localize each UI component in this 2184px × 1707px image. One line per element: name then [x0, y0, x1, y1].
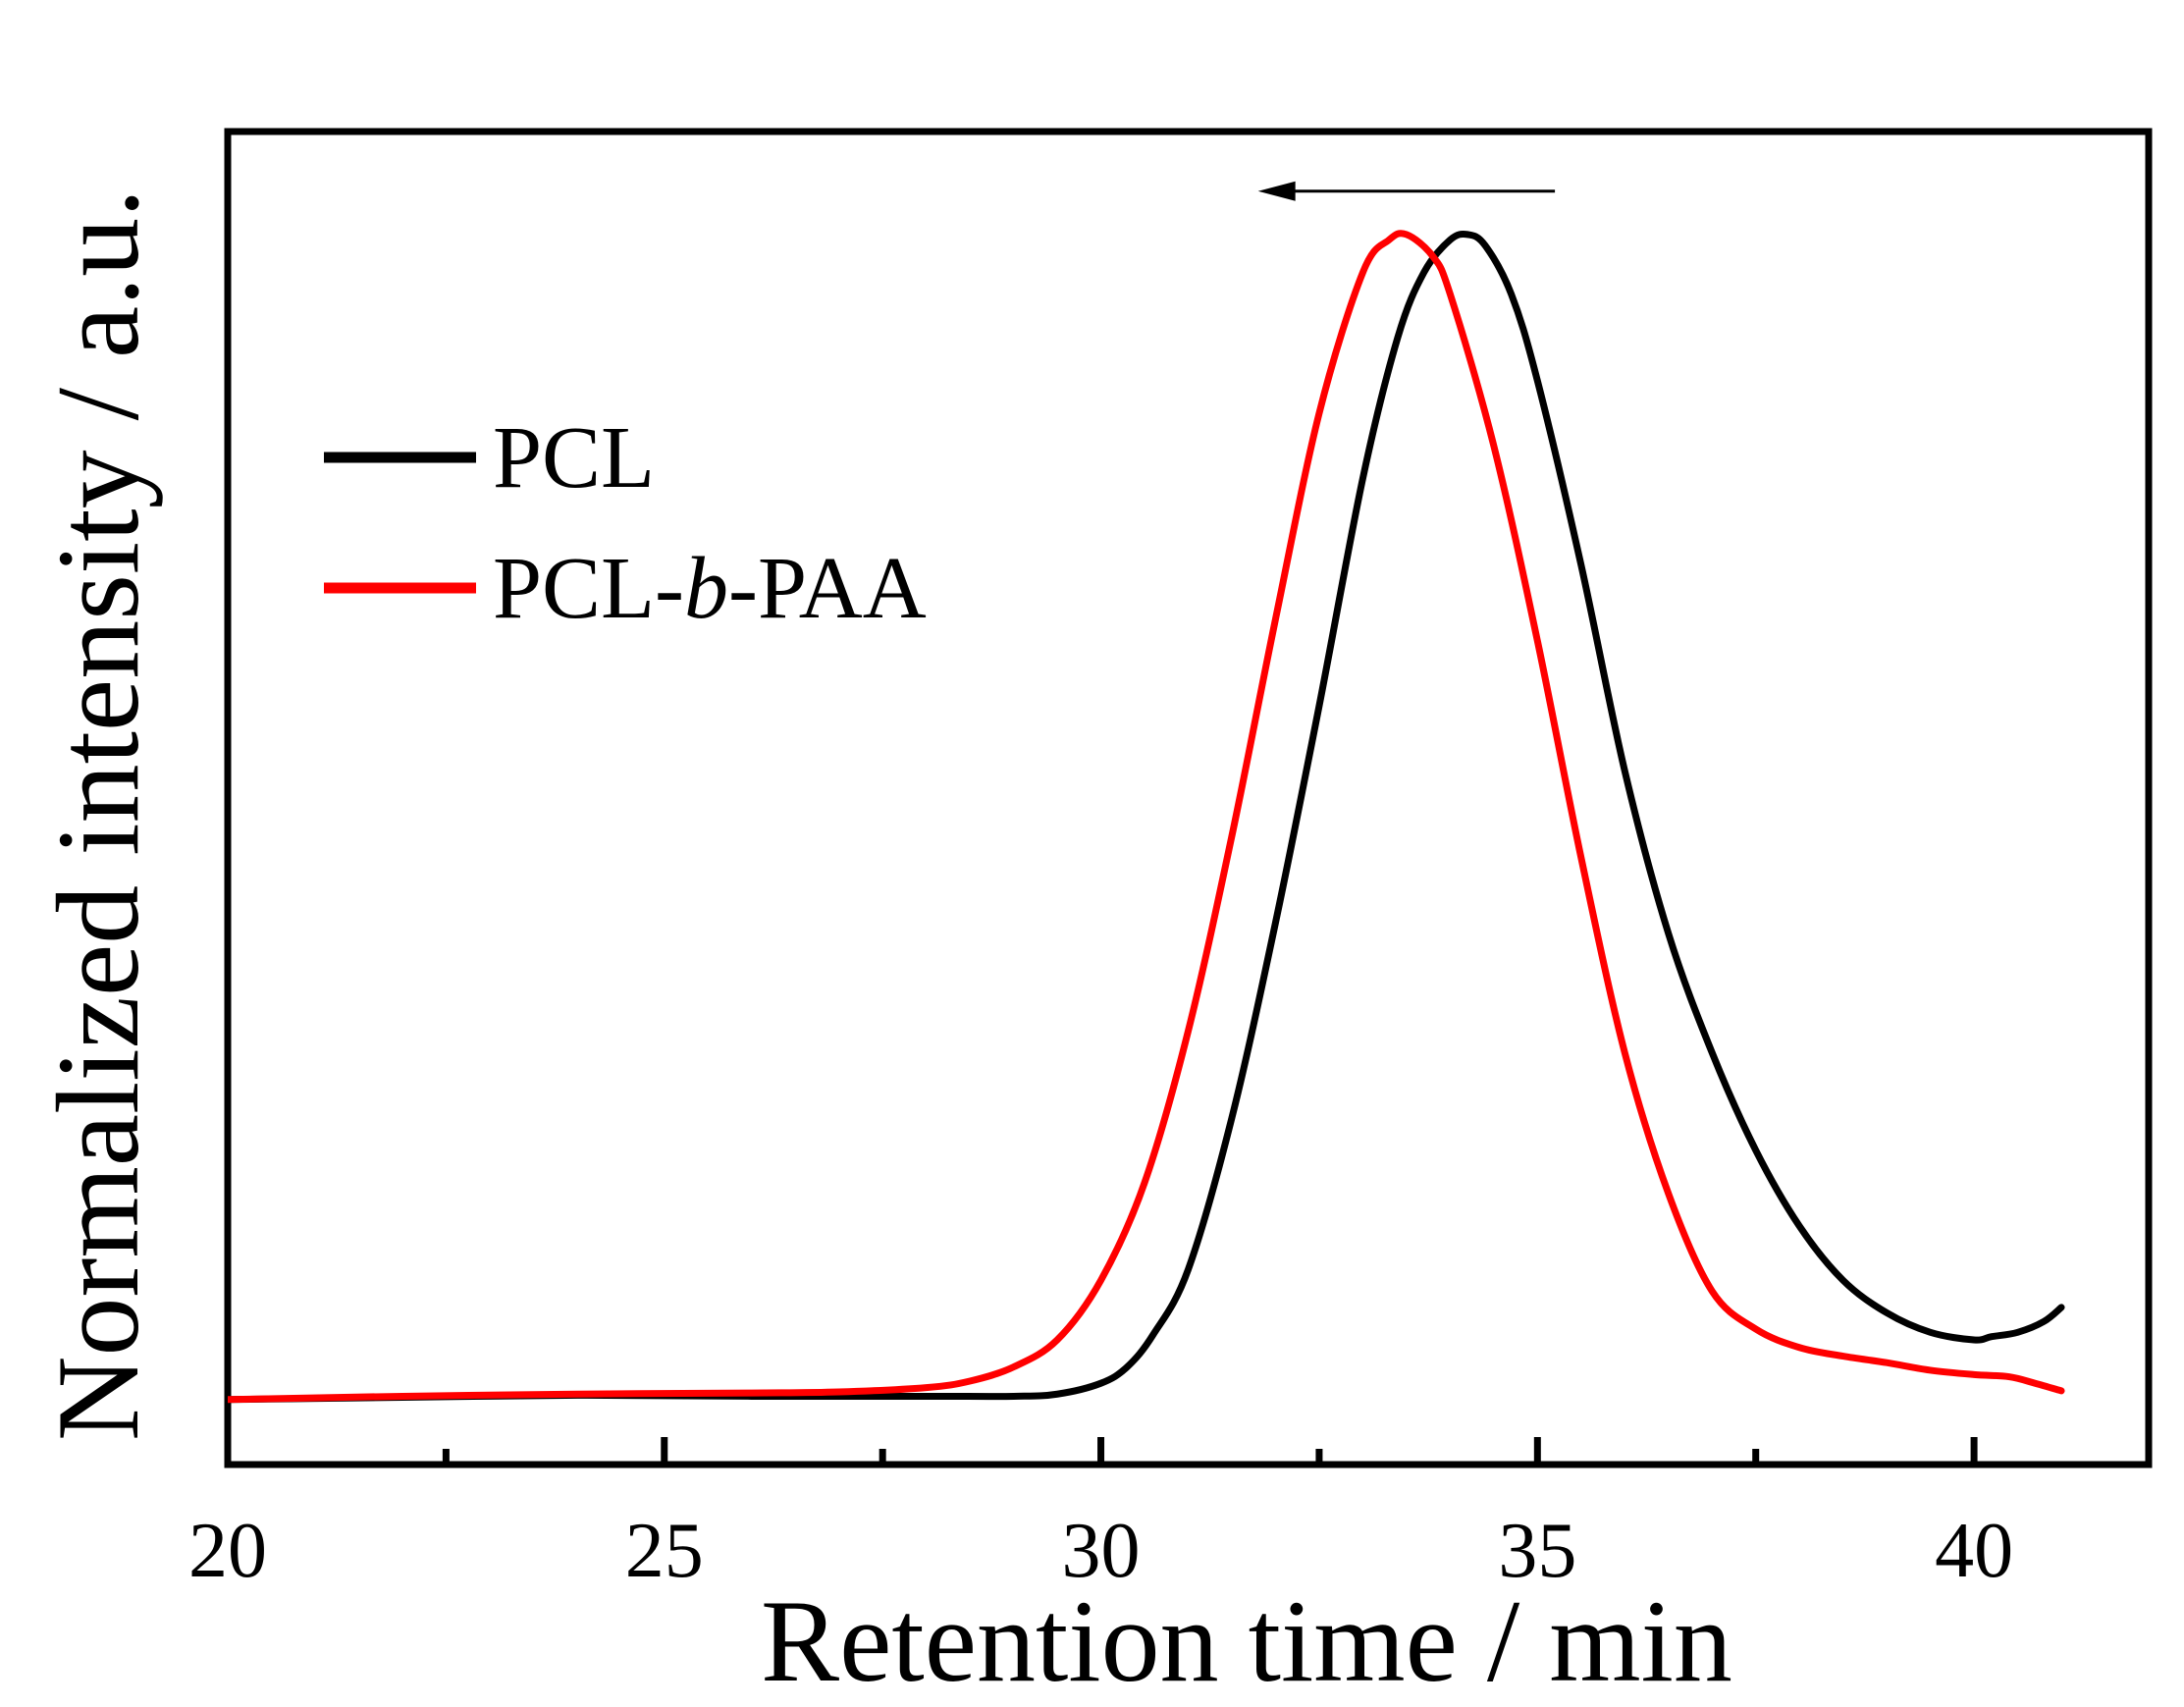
annotation-layer: [1257, 181, 1556, 201]
x-tick-label: 20: [188, 1508, 267, 1594]
legend-label-pcl-b-paa-suffix: -PAA: [728, 540, 927, 637]
legend-label-pcl-b-paa-prefix: PCL-: [493, 540, 684, 637]
series-line-pcl-b-paa: [228, 230, 2065, 1404]
x-axis-tick-labels: 20 25 30 35 40: [188, 1508, 2013, 1594]
x-tick-label: 30: [1062, 1508, 1141, 1594]
legend-label-pcl-b-paa: PCL-b-PAA: [493, 540, 927, 637]
shift-arrow-head: [1257, 181, 1296, 201]
x-tick-label: 40: [1935, 1508, 2013, 1594]
x-axis-ticks: [224, 1437, 1978, 1465]
x-tick-label: 35: [1498, 1508, 1576, 1594]
x-tick-label: 25: [625, 1508, 704, 1594]
y-axis-title: Normalized intensity / a.u.: [32, 188, 163, 1441]
plot-frame: [224, 128, 2153, 1468]
x-axis-title: Retention time / min: [761, 1575, 1732, 1706]
legend-label-pcl-b-paa-b: b: [684, 540, 728, 637]
series-layer: [228, 230, 2065, 1404]
series-line-pcl: [228, 230, 2065, 1404]
legend: PCL PCL-b-PAA: [324, 409, 927, 637]
legend-label-pcl: PCL: [493, 409, 655, 507]
